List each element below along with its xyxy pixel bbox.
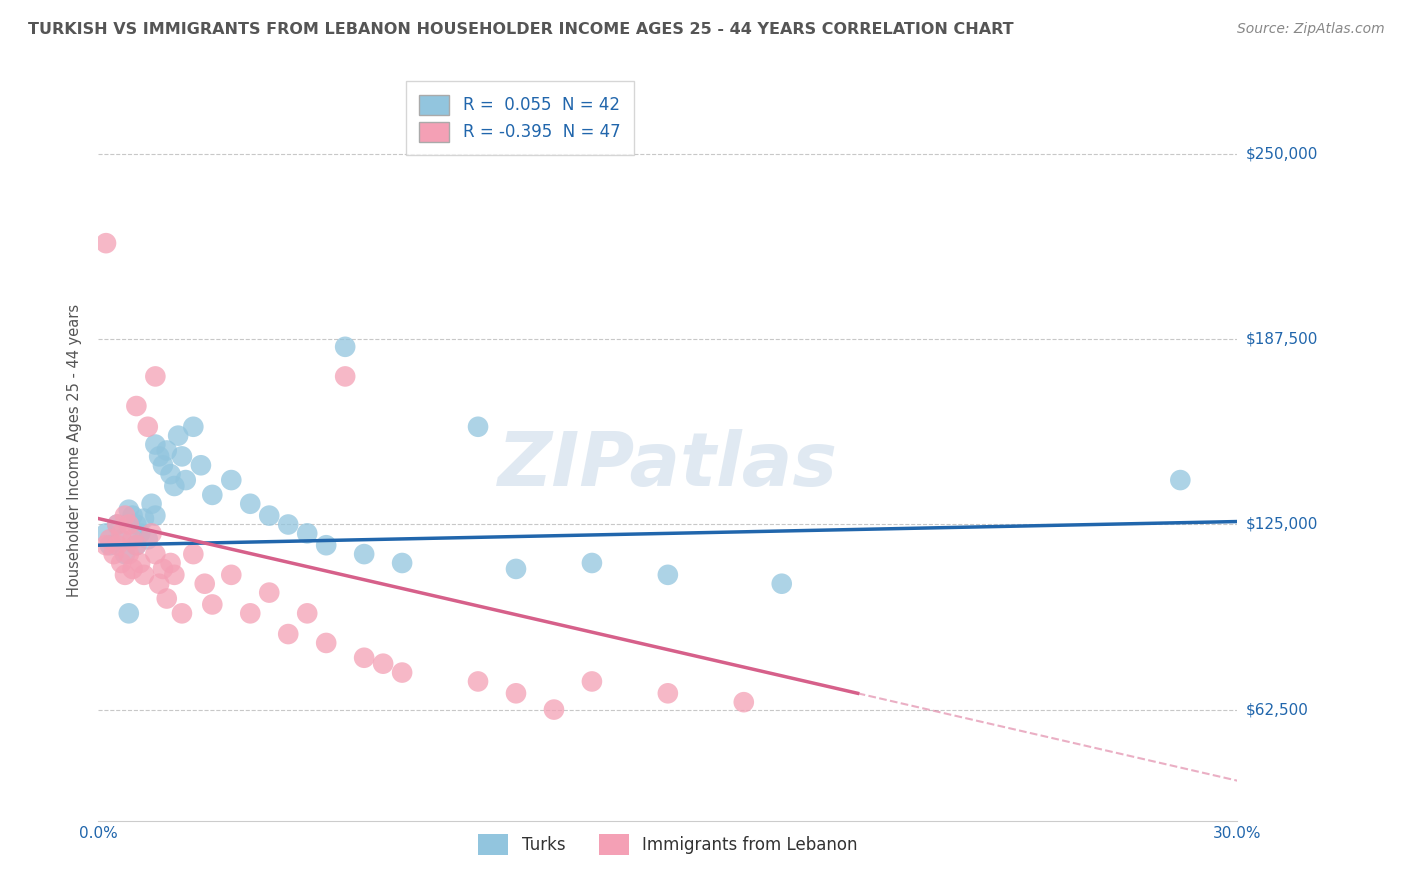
Point	[132, 567, 155, 582]
Point	[156, 591, 179, 606]
Point	[145, 369, 167, 384]
Point	[110, 533, 132, 547]
Point	[183, 419, 205, 434]
Point	[467, 674, 489, 689]
Point	[239, 497, 262, 511]
Point	[145, 547, 167, 561]
Point	[129, 526, 152, 541]
Point	[467, 419, 489, 434]
Point	[121, 508, 143, 523]
Point	[335, 340, 357, 354]
Point	[221, 473, 243, 487]
Point	[118, 547, 141, 561]
Point	[125, 538, 148, 552]
Point	[391, 665, 413, 680]
Point	[118, 502, 141, 516]
Point	[170, 607, 193, 621]
Point	[657, 567, 679, 582]
Point	[194, 576, 217, 591]
Point	[581, 674, 603, 689]
Point	[371, 657, 394, 671]
Point	[259, 508, 281, 523]
Point	[141, 497, 163, 511]
Point	[118, 607, 141, 621]
Point	[543, 703, 565, 717]
Point	[1170, 473, 1192, 487]
Point	[141, 526, 163, 541]
Point	[129, 556, 152, 570]
Point	[107, 517, 129, 532]
Text: $125,000: $125,000	[1246, 517, 1317, 532]
Point	[148, 450, 170, 464]
Point	[159, 467, 181, 482]
Point	[114, 547, 136, 561]
Point	[581, 556, 603, 570]
Text: $62,500: $62,500	[1246, 702, 1309, 717]
Point	[297, 526, 319, 541]
Point	[152, 562, 174, 576]
Point	[121, 533, 143, 547]
Point	[170, 450, 193, 464]
Point	[163, 479, 186, 493]
Legend: Turks, Immigrants from Lebanon: Turks, Immigrants from Lebanon	[465, 821, 870, 868]
Point	[94, 236, 117, 251]
Point	[98, 538, 121, 552]
Point	[148, 576, 170, 591]
Text: ZIPatlas: ZIPatlas	[498, 429, 838, 502]
Point	[107, 517, 129, 532]
Text: Source: ZipAtlas.com: Source: ZipAtlas.com	[1237, 22, 1385, 37]
Point	[94, 538, 117, 552]
Point	[239, 607, 262, 621]
Point	[145, 437, 167, 451]
Text: $250,000: $250,000	[1246, 147, 1317, 161]
Point	[145, 508, 167, 523]
Point	[132, 511, 155, 525]
Point	[733, 695, 755, 709]
Point	[201, 488, 224, 502]
Point	[114, 508, 136, 523]
Point	[335, 369, 357, 384]
Point	[391, 556, 413, 570]
Point	[98, 533, 121, 547]
Point	[110, 526, 132, 541]
Point	[190, 458, 212, 473]
Point	[174, 473, 197, 487]
Point	[505, 562, 527, 576]
Point	[221, 567, 243, 582]
Point	[297, 607, 319, 621]
Point	[125, 517, 148, 532]
Point	[103, 547, 125, 561]
Text: $187,500: $187,500	[1246, 332, 1317, 347]
Point	[315, 636, 337, 650]
Point	[121, 562, 143, 576]
Point	[159, 556, 181, 570]
Text: TURKISH VS IMMIGRANTS FROM LEBANON HOUSEHOLDER INCOME AGES 25 - 44 YEARS CORRELA: TURKISH VS IMMIGRANTS FROM LEBANON HOUSE…	[28, 22, 1014, 37]
Point	[94, 526, 117, 541]
Point	[315, 538, 337, 552]
Point	[183, 547, 205, 561]
Point	[107, 538, 129, 552]
Point	[136, 533, 159, 547]
Point	[201, 598, 224, 612]
Y-axis label: Householder Income Ages 25 - 44 years: Householder Income Ages 25 - 44 years	[67, 304, 83, 597]
Point	[118, 517, 141, 532]
Point	[163, 567, 186, 582]
Point	[136, 419, 159, 434]
Point	[114, 567, 136, 582]
Point	[125, 399, 148, 413]
Point	[353, 650, 375, 665]
Point	[277, 627, 299, 641]
Point	[152, 458, 174, 473]
Point	[657, 686, 679, 700]
Point	[110, 556, 132, 570]
Point	[770, 576, 793, 591]
Point	[167, 428, 190, 442]
Point	[505, 686, 527, 700]
Point	[259, 585, 281, 599]
Point	[353, 547, 375, 561]
Point	[156, 443, 179, 458]
Point	[277, 517, 299, 532]
Point	[125, 538, 148, 552]
